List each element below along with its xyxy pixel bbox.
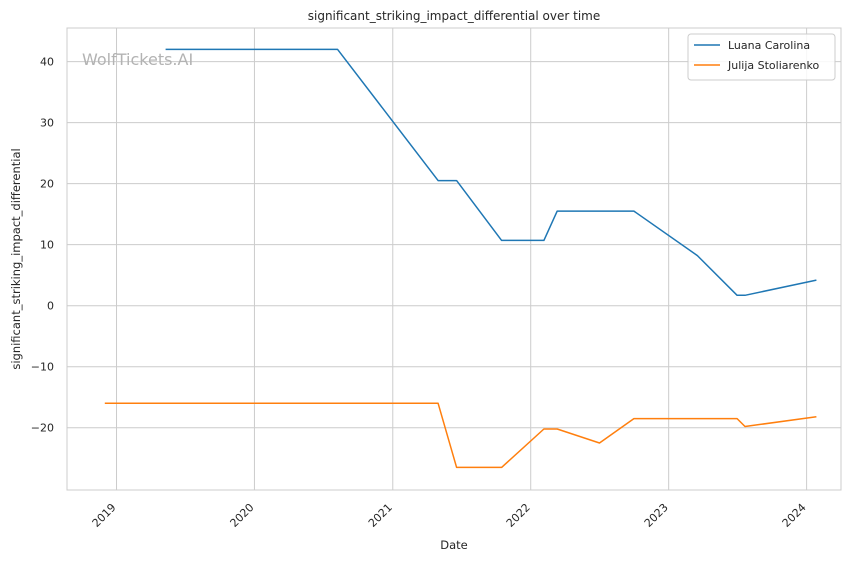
y-tick-label: 40 [40,56,54,69]
y-tick-label: −10 [31,361,54,374]
watermark: WolfTickets.AI [82,50,193,69]
x-axis-label: Date [440,538,468,552]
y-tick-label: 10 [40,239,54,252]
series-lines [104,48,817,469]
grid [67,28,841,490]
chart-title: significant_striking_impact_differential… [308,9,600,23]
x-tick-label: 2024 [780,501,809,530]
series-line-luana-carolina [165,48,817,297]
x-tick-label: 2022 [504,501,533,530]
x-tick-label: 2019 [90,501,119,530]
y-tick-label: 30 [40,117,54,130]
y-axis-label: significant_striking_impact_differential [9,148,23,369]
legend-frame [687,33,836,81]
x-tick-label: 2020 [228,501,257,530]
series-line-julija-stoliarenko [104,402,817,469]
y-tick-label: 20 [40,178,54,191]
y-tick-label: 0 [47,300,54,313]
plot-area-frame [66,27,842,491]
legend-label-julija-stoliarenko: Julija Stoliarenko [727,59,819,72]
x-tick-label: 2023 [642,501,671,530]
y-axis-ticks: 40 30 20 10 0 −10 −20 [31,56,54,435]
x-axis-ticks: 2019 2020 2021 2022 2023 2024 [90,501,809,530]
legend: Luana Carolina Julija Stoliarenko [687,33,836,81]
legend-label-luana-carolina: Luana Carolina [728,39,810,52]
x-tick-label: 2021 [366,501,395,530]
y-tick-label: −20 [31,422,54,435]
